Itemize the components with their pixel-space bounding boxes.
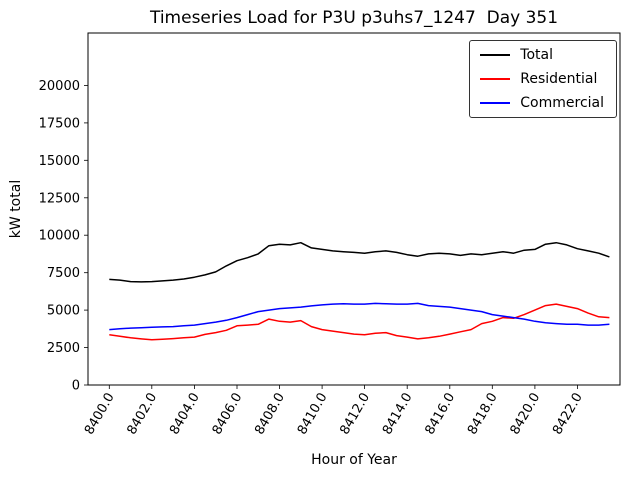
x-tick-label: 8410.0 — [295, 391, 331, 438]
y-axis-label: kW total — [8, 180, 24, 238]
legend-item-commercial: Commercial — [480, 95, 604, 112]
x-tick-label: 8402.0 — [125, 391, 161, 438]
legend-label-commercial: Commercial — [520, 94, 604, 111]
y-tick-label: 2500 — [47, 341, 80, 356]
x-tick-label: 8412.0 — [337, 391, 373, 438]
x-tick-label: 8414.0 — [380, 391, 416, 438]
series-line-residential — [109, 303, 610, 341]
chart-title: Timeseries Load for P3U p3uhs7_1247 Day … — [149, 8, 558, 28]
legend-item-residential: Residential — [480, 71, 604, 88]
y-tick-label: 0 — [72, 379, 80, 394]
legend-line-total — [480, 54, 511, 57]
legend-label-total: Total — [520, 47, 553, 63]
series-line-commercial — [109, 302, 610, 331]
series-line-total — [109, 241, 610, 283]
legend-label-residential: Residential — [520, 70, 598, 87]
x-tick-label: 8406.0 — [210, 391, 246, 438]
y-tick-label: 20000 — [39, 79, 80, 94]
x-tick-label: 8418.0 — [465, 391, 501, 438]
y-tick-label: 10000 — [39, 229, 80, 244]
x-tick-label: 8416.0 — [423, 391, 459, 438]
x-tick-label: 8400.0 — [82, 391, 118, 438]
x-axis-label: Hour of Year — [311, 452, 397, 468]
legend-line-residential — [480, 78, 511, 81]
y-tick-label: 12500 — [39, 191, 80, 206]
legend: Total Residential Commercial — [469, 40, 617, 119]
x-tick-label: 8420.0 — [508, 391, 544, 438]
x-tick-label: 8408.0 — [252, 391, 288, 438]
y-tick-label: 17500 — [39, 116, 80, 131]
legend-item-total: Total — [480, 47, 604, 64]
x-tick-label: 8422.0 — [550, 391, 586, 438]
y-tick-label: 15000 — [39, 154, 80, 169]
plot-border — [87, 32, 621, 386]
legend-line-commercial — [480, 101, 511, 104]
x-tick-label: 8404.0 — [167, 391, 203, 438]
y-tick-label: 5000 — [47, 304, 80, 319]
y-tick-label: 7500 — [47, 266, 80, 281]
